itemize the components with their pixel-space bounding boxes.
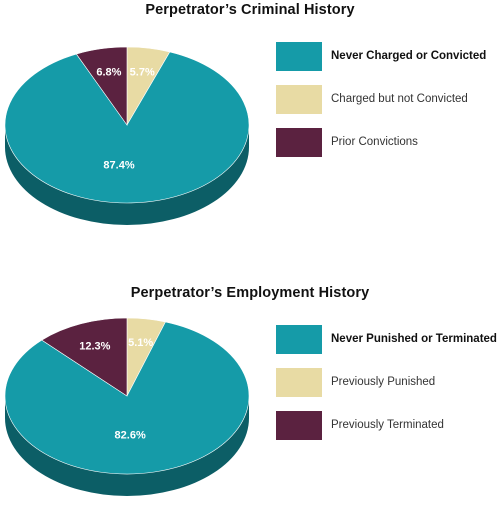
pie-slice <box>75 46 128 126</box>
legend-swatch-teal <box>276 42 322 71</box>
legend-item: Never Punished or Terminated <box>276 325 500 368</box>
legend-item: Charged but not Convicted <box>276 85 500 128</box>
slice-label: 5.7% <box>130 66 155 78</box>
slice-label: 5.1% <box>128 337 153 349</box>
legend-item: Never Charged or Convicted <box>276 42 500 85</box>
legend-label: Charged but not Convicted <box>331 93 468 105</box>
slice-label: 87.4% <box>103 159 134 171</box>
chart-title: Perpetrator’s Employment History <box>130 285 370 301</box>
criminal-history-chart: Perpetrator’s Criminal History 5.7% 87.4%… <box>0 0 500 245</box>
pie-slice-side <box>5 396 249 496</box>
legend: Never Charged or Convicted Charged but n… <box>276 42 500 171</box>
pie-slice <box>4 51 250 204</box>
legend-swatch-tan <box>276 85 322 114</box>
legend: Never Punished or Terminated Previously … <box>276 325 500 454</box>
legend-swatch-plum <box>276 128 322 157</box>
chart-title: Perpetrator’s Criminal History <box>145 2 355 18</box>
legend-label: Previously Terminated <box>331 419 444 431</box>
pie-slice-side <box>5 125 249 225</box>
legend-label: Never Charged or Convicted <box>331 50 487 62</box>
slice-label: 6.8% <box>96 67 121 79</box>
pie-chart: 5.1% 82.6% 12.3% <box>4 317 250 496</box>
pie-slice <box>4 321 250 475</box>
legend-item: Previously Punished <box>276 368 500 411</box>
legend-item: Prior Convictions <box>276 128 500 171</box>
legend-item: Previously Terminated <box>276 411 500 454</box>
slice-label: 12.3% <box>79 340 110 352</box>
legend-label: Prior Convictions <box>331 136 418 148</box>
pie-slice <box>41 317 128 397</box>
legend-swatch-plum <box>276 411 322 440</box>
slice-label: 82.6% <box>115 429 146 441</box>
legend-swatch-tan <box>276 368 322 397</box>
employment-history-chart: Perpetrator’s Employment History 5.1% 82.… <box>0 283 500 528</box>
legend-swatch-teal <box>276 325 322 354</box>
legend-label: Previously Punished <box>331 376 436 388</box>
legend-label: Never Punished or Terminated <box>331 333 497 345</box>
pie-chart: 5.7% 87.4% 6.8% <box>4 46 250 225</box>
